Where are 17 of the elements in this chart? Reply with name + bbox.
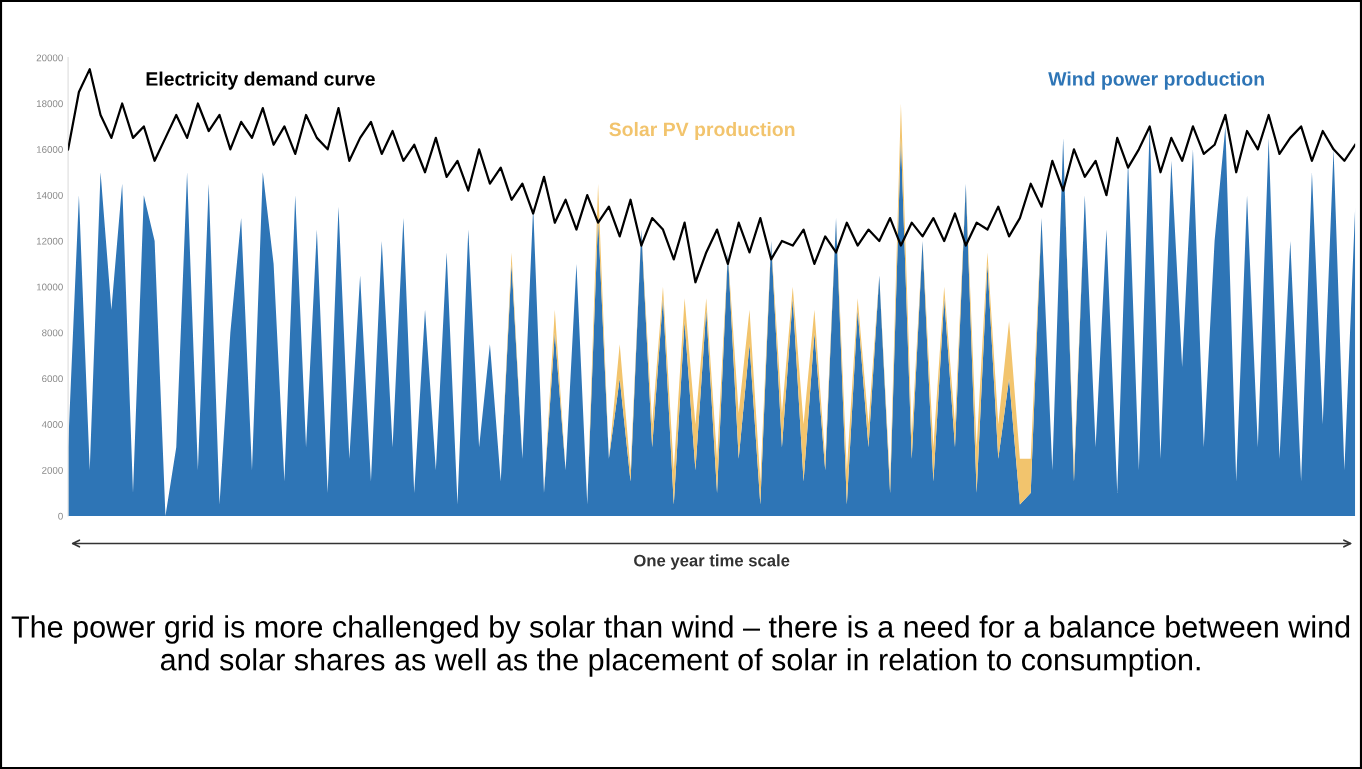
y-tick-label: 2000 bbox=[42, 466, 63, 474]
text: The power grid is more challenged by solar than wind – there is a need for a balance between wind and solar shares as well as the placement of solar in relation to consumption. bbox=[11, 615, 1350, 677]
line-series bbox=[68, 68, 1356, 284]
y-tick-label: 12000 bbox=[36, 237, 63, 245]
y-tick-label: 10000 bbox=[36, 283, 63, 291]
y-tick-label: 14000 bbox=[36, 191, 63, 199]
y-tick-label: 18000 bbox=[36, 100, 63, 108]
y-tick-label: 6000 bbox=[42, 375, 63, 383]
text: Wind power production bbox=[1048, 71, 1264, 90]
y-tick-label: 20000 bbox=[36, 54, 63, 62]
x-axis-title: One year time scale bbox=[634, 554, 790, 570]
y-tick-label: 4000 bbox=[41, 421, 63, 428]
y-tick-label: 0 bbox=[58, 512, 63, 520]
y-tick-label: 16000 bbox=[36, 146, 63, 153]
series-label: Electricity demand curve bbox=[146, 71, 375, 90]
y-tick-label: 8000 bbox=[42, 329, 63, 337]
text: Solar PV production bbox=[609, 121, 795, 141]
